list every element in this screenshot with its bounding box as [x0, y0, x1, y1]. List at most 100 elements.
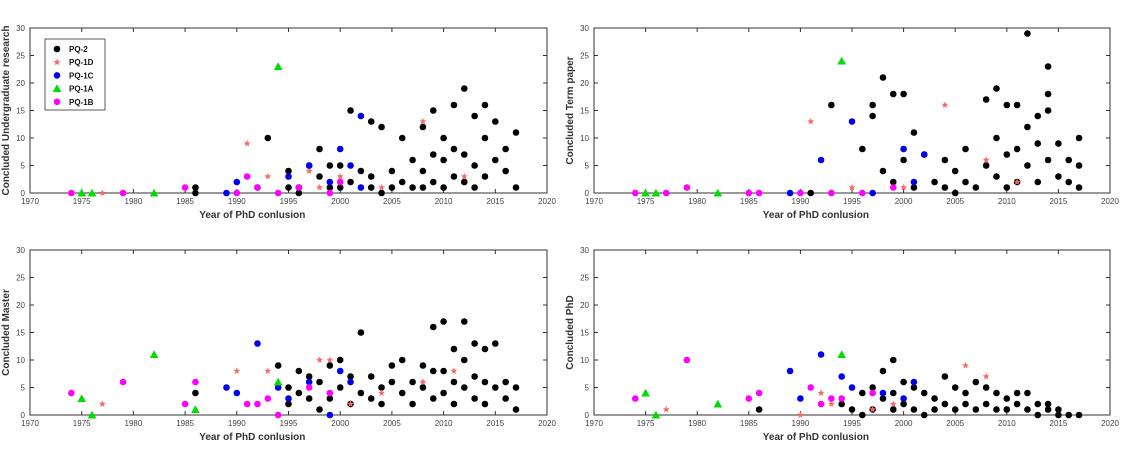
- data-point: [859, 189, 866, 197]
- data-point: [347, 178, 354, 186]
- data-point: [419, 123, 427, 131]
- data-point: [191, 405, 200, 413]
- data-point: [378, 183, 385, 191]
- data-point: [285, 167, 292, 175]
- data-point: [419, 362, 427, 369]
- data-point: [119, 189, 127, 197]
- data-point: [900, 378, 907, 386]
- chart-panel-3: 1970 1975 1980 1985 1990 1995 2000 2005 2010 2015…: [1, 246, 556, 443]
- series-pq-1c: [223, 112, 365, 197]
- data-point: [326, 356, 334, 363]
- data-point: [181, 400, 189, 408]
- data-point: [305, 384, 313, 391]
- data-point: [481, 378, 489, 386]
- data-point: [1013, 145, 1021, 153]
- data-point: [481, 400, 489, 408]
- data-point: [848, 406, 856, 413]
- data-point: [796, 411, 804, 418]
- data-point: [326, 395, 334, 402]
- data-point: [931, 178, 938, 186]
- data-point: [982, 96, 990, 103]
- y-tick-label: 25: [16, 52, 25, 61]
- data-point: [1013, 178, 1021, 185]
- data-point: [797, 395, 804, 402]
- legend: PQ-2 PQ-1D PQ-1C PQ-1A PQ-1B: [44, 38, 106, 111]
- data-point: [326, 184, 334, 191]
- legend-label: PQ-1D: [69, 58, 94, 67]
- series-pq-1a: [77, 350, 283, 419]
- data-point: [357, 184, 365, 191]
- data-point: [68, 189, 75, 197]
- data-point: [1024, 406, 1031, 413]
- data-point: [786, 367, 794, 375]
- data-point: [285, 395, 292, 402]
- data-point: [993, 85, 1000, 92]
- data-point: [243, 139, 251, 147]
- data-point: [440, 156, 447, 164]
- data-point: [683, 356, 691, 364]
- data-point: [1003, 151, 1011, 158]
- x-tick-label: 1980: [125, 197, 143, 206]
- data-point: [869, 384, 876, 391]
- data-point: [941, 101, 949, 108]
- data-point: [651, 188, 661, 197]
- data-point: [755, 189, 763, 197]
- data-point: [848, 183, 856, 191]
- data-point: [1075, 162, 1083, 169]
- x-tick-label: 1970: [21, 419, 39, 428]
- x-tick-label: 1995: [843, 197, 861, 206]
- data-point: [378, 384, 385, 391]
- data-point: [1003, 101, 1011, 109]
- data-point: [419, 384, 427, 391]
- data-point: [254, 400, 261, 408]
- data-point: [786, 189, 794, 197]
- x-tick-label: 2015: [1050, 419, 1068, 428]
- y-tick-label: 5: [585, 162, 590, 171]
- data-point: [848, 118, 856, 125]
- data-point: [440, 367, 447, 375]
- data-point: [243, 173, 251, 180]
- data-point: [662, 189, 670, 197]
- data-point: [336, 145, 344, 153]
- data-point: [429, 151, 437, 158]
- data-point: [1075, 184, 1083, 191]
- x-tick-label: 2020: [538, 419, 556, 428]
- data-point: [316, 406, 323, 413]
- data-point: [419, 117, 427, 125]
- data-point: [951, 189, 959, 197]
- data-point: [450, 378, 458, 386]
- data-point: [951, 167, 959, 175]
- series-pq-1a: [77, 62, 283, 197]
- data-point: [1034, 178, 1042, 186]
- series-pq-1d: [662, 361, 990, 418]
- y-tick-label: 30: [16, 246, 25, 255]
- series-pq-1a: [641, 56, 846, 197]
- x-tick-label: 1995: [280, 197, 298, 206]
- x-tick-label: 1980: [688, 419, 706, 428]
- series-pq-1b: [68, 378, 334, 419]
- data-point: [336, 162, 344, 169]
- data-point: [982, 400, 990, 408]
- data-point: [460, 384, 468, 391]
- data-point: [295, 184, 303, 191]
- data-point: [285, 173, 292, 180]
- x-tick-label: 1970: [21, 197, 39, 206]
- data-point: [889, 400, 897, 407]
- data-point: [962, 361, 969, 369]
- data-point: [982, 162, 990, 169]
- x-tick-label: 1990: [792, 419, 810, 428]
- data-point: [807, 117, 815, 125]
- x-tick-label: 2005: [946, 419, 964, 428]
- x-tick-label: 1990: [228, 419, 246, 428]
- data-point: [316, 356, 323, 363]
- data-point: [398, 356, 406, 364]
- data-point: [378, 400, 385, 408]
- y-tick-label: 15: [16, 107, 25, 116]
- x-tick-label: 1985: [740, 419, 758, 428]
- data-point: [1024, 389, 1031, 397]
- x-tick-label: 2020: [1101, 419, 1119, 428]
- data-point: [972, 378, 980, 386]
- data-point: [951, 384, 959, 391]
- data-point: [450, 345, 458, 353]
